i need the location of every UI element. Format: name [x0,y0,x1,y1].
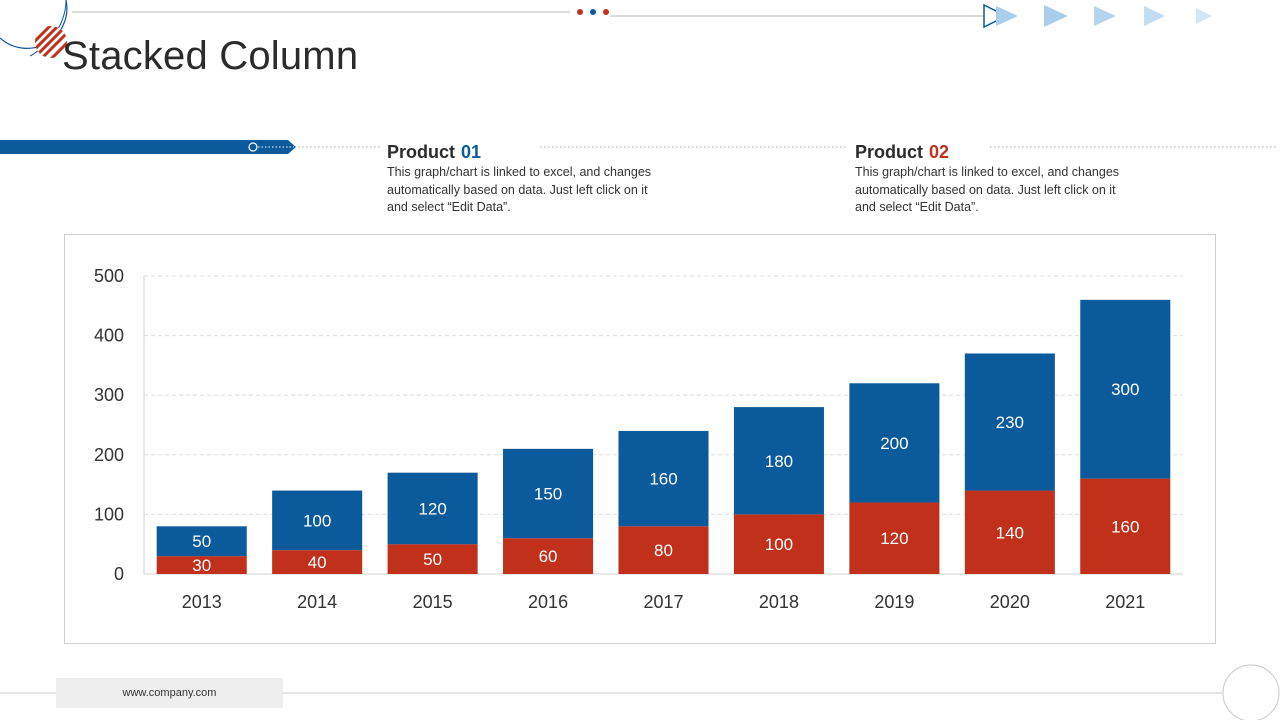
bar-segment-product-02 [387,544,478,574]
bar-segment-product-01 [733,407,824,515]
bar-segment-product-02 [156,556,247,574]
description-line: This graph/chart is linked to excel, and… [387,165,652,179]
arrow-icon-1 [996,6,1018,26]
product-2-number: 02 [929,142,950,162]
data-label: 150 [534,485,562,504]
arrow-icon-5 [1196,8,1212,24]
arrow-icon-4 [1144,6,1165,26]
bar-segment-product-01 [272,490,363,551]
data-label: 50 [192,532,211,551]
section-divider [0,140,1276,154]
arrow-outline-icon [983,3,1008,29]
data-label: 100 [765,535,793,554]
stacked-column-chart: 0 100 200 300 400 500 30 50 2013 40 100 2014 50 120 20… [94,266,1183,612]
y-tick-label: 100 [94,504,124,524]
arrow-icon-3 [1094,6,1116,26]
product-1-description: This graph/chart is linked to excel, and… [387,164,687,217]
data-label: 230 [996,413,1024,432]
page-title: Stacked Column [62,34,359,78]
data-label: 40 [308,553,327,572]
description-line: automatically based on data. Just left c… [387,182,648,197]
x-tick-label: 2020 [990,592,1030,612]
product-2-heading: Product 02 [855,141,1155,163]
y-tick-label: 500 [94,266,124,286]
description-line: This graph/chart is linked to excel, and… [855,165,1120,179]
x-tick-label: 2021 [1105,592,1145,612]
bar-segment-product-01 [156,526,247,557]
y-tick-label: 300 [94,385,124,405]
blue-tab-bar [0,140,296,154]
x-tick-label: 2016 [528,592,568,612]
dot-red [577,9,583,15]
product-2-label: Product [855,142,924,162]
x-tick-label: 2017 [643,592,683,612]
footer-circle [1222,664,1280,720]
y-tick-label: 400 [94,326,124,346]
bar-segment-product-01 [387,472,478,545]
bar-segment-product-02 [964,490,1055,574]
bar-segment-product-02 [618,526,709,574]
data-label: 200 [880,434,908,453]
y-tick-label: 0 [114,564,124,584]
data-label: 180 [765,452,793,471]
y-tick-label: 200 [94,445,124,465]
data-label: 60 [539,547,558,566]
x-tick-label: 2015 [413,592,453,612]
description-line: and select “Edit Data”. [387,200,511,214]
product-2-block: Product 02 This graph/chart is linked to … [855,141,1155,217]
data-label: 50 [423,550,442,569]
data-label: 100 [303,511,331,530]
product-1-heading: Product 01 [387,141,687,163]
data-label: 300 [1111,380,1139,399]
bar-segment-product-01 [849,383,940,503]
header-decoration [0,0,1212,58]
data-label: 120 [880,529,908,548]
bar-segment-product-01 [1080,299,1171,479]
product-1-label: Product [387,142,456,162]
product-1-number: 01 [461,142,482,162]
data-label: 160 [649,470,677,489]
bar-segment-product-01 [618,430,709,527]
bar-segment-product-02 [733,514,824,574]
data-label: 120 [418,499,446,518]
bar-segment-product-02 [503,538,594,574]
bar-segment-product-02 [849,502,940,574]
tab-circle-icon [248,142,258,152]
bar-segment-product-01 [503,448,594,539]
product-1-block: Product 01 This graph/chart is linked to … [387,141,687,217]
data-label: 160 [1111,517,1139,536]
x-tick-label: 2014 [297,592,337,612]
footer-url[interactable]: www.company.com [122,687,217,699]
x-tick-label: 2013 [182,592,222,612]
dot-blue [590,9,596,15]
bar-segment-product-01 [964,353,1055,491]
x-tick-label: 2018 [759,592,799,612]
data-label: 30 [192,556,211,575]
product-2-description: This graph/chart is linked to excel, and… [855,164,1155,217]
arrow-icon-2 [1044,5,1068,27]
description-line: automatically based on data. Just left c… [855,182,1116,197]
data-label: 80 [654,541,673,560]
dot-red-2 [603,9,609,15]
data-label: 140 [996,523,1024,542]
bar-segment-product-02 [272,550,363,574]
chart-frame: 0 100 200 300 400 500 30 50 2013 40 100 2014 50 120 20… [64,234,1216,644]
description-line: and select “Edit Data”. [855,200,979,214]
footer-url-box: www.company.com [56,678,283,708]
bar-segment-product-02 [1080,478,1171,574]
x-tick-label: 2019 [874,592,914,612]
